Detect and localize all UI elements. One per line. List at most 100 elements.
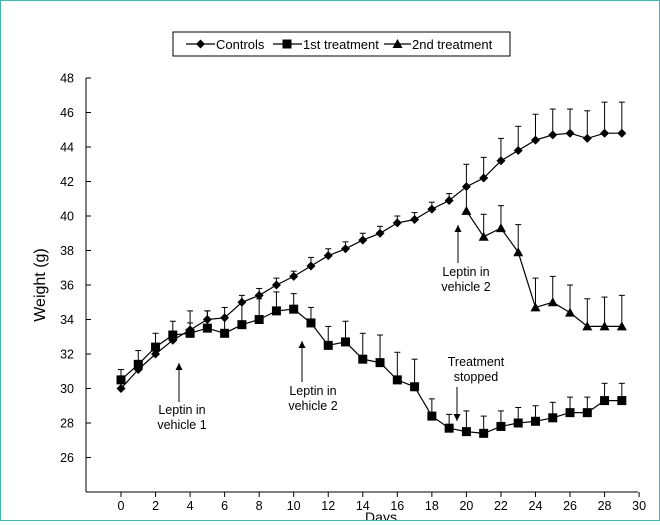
data-point <box>461 427 471 437</box>
series-2nd-treatment <box>461 186 627 331</box>
y-axis-label: Weight (g) <box>32 248 49 322</box>
annotation-text: Leptin in <box>442 265 489 279</box>
data-point <box>530 135 540 145</box>
data-point <box>151 342 161 352</box>
data-point <box>617 396 627 406</box>
y-tick-label: 44 <box>60 141 74 155</box>
annotation-text: vehicle 2 <box>288 399 337 413</box>
data-point <box>289 304 299 314</box>
data-point <box>478 231 489 241</box>
data-point <box>116 375 126 385</box>
data-point <box>548 130 558 140</box>
annotation-arrow-head <box>298 341 306 348</box>
annotation-arrow-head <box>454 225 462 232</box>
data-point <box>496 421 506 431</box>
data-point <box>237 320 247 330</box>
data-point <box>617 128 627 138</box>
legend-marker-2nd-treatment <box>392 39 403 48</box>
legend-marker-controls <box>196 39 205 49</box>
data-point <box>220 328 230 338</box>
y-tick-label: 30 <box>60 382 74 396</box>
data-point <box>513 247 524 257</box>
x-tick-label: 16 <box>390 499 404 513</box>
annotation-text: Treatment <box>448 355 505 369</box>
y-tick-label: 26 <box>60 451 74 465</box>
x-tick-label: 2 <box>152 499 159 513</box>
data-point <box>530 302 541 312</box>
data-point <box>375 228 385 238</box>
data-point <box>427 411 437 421</box>
data-point <box>479 173 489 183</box>
x-tick-label: 28 <box>598 499 612 513</box>
data-point <box>513 145 523 155</box>
x-tick-label: 14 <box>356 499 370 513</box>
annotation-text: vehicle 1 <box>157 418 206 432</box>
x-tick-label: 20 <box>459 499 473 513</box>
data-point <box>582 321 593 331</box>
y-tick-label: 28 <box>60 417 74 431</box>
annotation-text: Leptin in <box>289 384 336 398</box>
data-point <box>530 416 540 426</box>
data-point <box>410 382 420 392</box>
data-point <box>306 318 316 328</box>
series-layer <box>116 101 627 438</box>
x-tick-label: 0 <box>118 499 125 513</box>
data-point <box>375 358 385 368</box>
y-tick-label: 48 <box>60 72 74 86</box>
x-axis-label: Days <box>365 509 397 520</box>
annotation-text: stopped <box>454 370 499 384</box>
data-point <box>151 349 161 359</box>
annotation-text: vehicle 2 <box>441 280 490 294</box>
data-point <box>341 337 351 347</box>
x-tick-label: 6 <box>221 499 228 513</box>
data-point <box>461 205 472 215</box>
data-point <box>582 133 592 143</box>
data-point <box>582 408 592 418</box>
data-point <box>392 218 402 228</box>
data-point <box>289 271 299 281</box>
data-point <box>323 251 333 261</box>
x-tick-label: 30 <box>632 499 646 513</box>
y-tick-label: 42 <box>60 175 74 189</box>
data-point <box>427 204 437 214</box>
data-point <box>444 195 454 205</box>
data-point <box>341 244 351 254</box>
x-tick-label: 4 <box>187 499 194 513</box>
data-point <box>547 297 558 307</box>
legend-item-1st-treatment: 1st treatment <box>273 37 379 52</box>
y-axis-ticks: 26 28 30 32 34 36 38 40 42 44 46 48 <box>60 72 91 465</box>
series-controls <box>116 101 627 393</box>
series-line <box>120 132 622 389</box>
x-tick-label: 10 <box>287 499 301 513</box>
data-point <box>168 330 178 340</box>
x-tick-label: 22 <box>494 499 508 513</box>
annotation-text: Leptin in <box>158 403 205 417</box>
x-tick-label: 24 <box>529 499 543 513</box>
y-tick-label: 38 <box>60 244 74 258</box>
series-line <box>465 210 622 327</box>
data-point <box>565 307 576 317</box>
data-point <box>513 418 523 428</box>
data-point <box>496 156 506 166</box>
y-tick-label: 32 <box>60 348 74 362</box>
data-point <box>358 354 368 364</box>
data-point <box>444 423 454 433</box>
data-point <box>271 280 281 290</box>
data-point <box>600 128 610 138</box>
y-tick-label: 36 <box>60 279 74 293</box>
data-point <box>306 261 316 271</box>
x-axis-ticks: 02468101214161820222426283032 <box>118 492 646 513</box>
y-tick-label: 40 <box>60 210 74 224</box>
y-tick-label: 34 <box>60 313 74 327</box>
data-point <box>599 321 610 331</box>
annotation-arrow-head <box>175 363 183 370</box>
legend: Controls 1st treatment 2nd treatment <box>172 31 511 57</box>
x-tick-label: 8 <box>256 499 263 513</box>
legend-label-1st-treatment: 1st treatment <box>303 37 379 52</box>
data-point <box>254 290 264 300</box>
